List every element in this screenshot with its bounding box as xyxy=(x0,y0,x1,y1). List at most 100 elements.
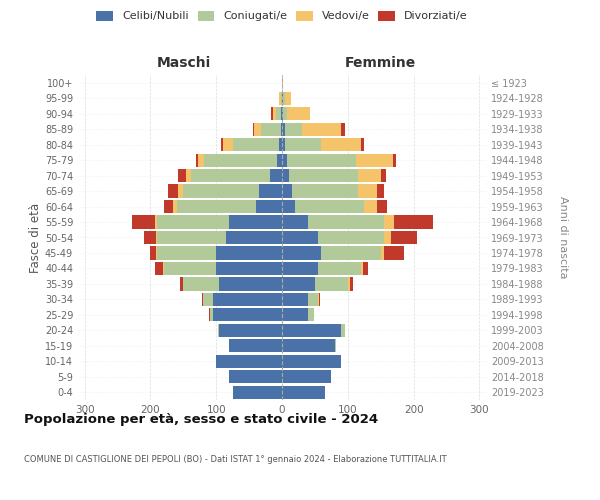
Bar xyxy=(178,169,186,182)
Bar xyxy=(394,216,433,228)
Bar xyxy=(287,154,356,166)
Bar xyxy=(322,246,381,260)
Bar xyxy=(295,200,364,213)
Bar xyxy=(177,200,256,213)
Text: COMUNE DI CASTIGLIONE DEI PEPOLI (BO) - Dati ISTAT 1° gennaio 2024 - Elaborazion: COMUNE DI CASTIGLIONE DEI PEPOLI (BO) - … xyxy=(24,455,446,464)
Bar xyxy=(308,216,384,228)
Bar xyxy=(381,246,384,260)
Bar xyxy=(282,169,289,182)
Bar xyxy=(261,122,281,136)
Bar xyxy=(363,262,368,275)
Bar xyxy=(157,246,216,260)
Bar xyxy=(213,308,282,322)
Bar xyxy=(282,231,318,244)
Text: Maschi: Maschi xyxy=(157,56,211,70)
Bar xyxy=(226,231,282,244)
Bar xyxy=(282,246,322,260)
Bar xyxy=(377,200,387,213)
Bar xyxy=(335,340,336,352)
Bar xyxy=(289,169,358,182)
Bar xyxy=(216,246,282,260)
Bar xyxy=(282,216,308,228)
Bar xyxy=(164,200,173,213)
Bar xyxy=(319,293,320,306)
Bar xyxy=(155,262,163,275)
Bar xyxy=(282,354,341,368)
Bar xyxy=(322,138,361,151)
Bar xyxy=(282,138,285,151)
Bar xyxy=(356,154,392,166)
Bar xyxy=(157,231,226,244)
Bar xyxy=(229,216,282,228)
Bar xyxy=(285,122,302,136)
Bar xyxy=(273,107,276,120)
Bar xyxy=(364,200,377,213)
Bar xyxy=(233,138,279,151)
Text: Femmine: Femmine xyxy=(344,56,416,70)
Bar xyxy=(155,216,157,228)
Bar xyxy=(282,293,308,306)
Bar xyxy=(384,231,391,244)
Bar xyxy=(282,324,341,337)
Bar xyxy=(183,278,220,290)
Bar xyxy=(282,340,335,352)
Bar xyxy=(282,386,325,399)
Bar xyxy=(282,76,283,90)
Text: Popolazione per età, sesso e stato civile - 2024: Popolazione per età, sesso e stato civil… xyxy=(24,412,378,426)
Bar xyxy=(282,122,285,136)
Bar xyxy=(350,278,353,290)
Bar xyxy=(391,231,417,244)
Bar xyxy=(282,200,295,213)
Bar xyxy=(318,293,319,306)
Bar xyxy=(178,184,183,198)
Bar xyxy=(220,324,282,337)
Bar xyxy=(229,340,282,352)
Bar xyxy=(358,169,381,182)
Bar xyxy=(315,278,348,290)
Bar xyxy=(132,216,155,228)
Bar xyxy=(308,308,314,322)
Bar xyxy=(281,92,282,105)
Bar xyxy=(384,246,404,260)
Bar xyxy=(348,278,350,290)
Bar xyxy=(282,154,287,166)
Bar xyxy=(280,92,281,105)
Bar xyxy=(292,184,358,198)
Bar xyxy=(302,122,341,136)
Bar xyxy=(384,216,394,228)
Bar xyxy=(150,246,157,260)
Bar xyxy=(168,184,178,198)
Bar xyxy=(281,107,282,120)
Bar xyxy=(205,154,277,166)
Bar xyxy=(163,262,164,275)
Bar xyxy=(377,184,384,198)
Bar xyxy=(361,138,364,151)
Bar xyxy=(183,184,259,198)
Bar xyxy=(279,138,282,151)
Bar xyxy=(282,308,308,322)
Bar xyxy=(173,200,177,213)
Bar xyxy=(282,184,292,198)
Bar xyxy=(392,154,396,166)
Bar xyxy=(203,293,213,306)
Bar xyxy=(282,370,331,384)
Bar xyxy=(341,324,344,337)
Bar xyxy=(318,231,384,244)
Bar xyxy=(276,107,281,120)
Bar xyxy=(270,169,282,182)
Bar xyxy=(223,138,233,151)
Bar xyxy=(308,293,318,306)
Bar xyxy=(283,92,284,105)
Bar xyxy=(284,92,291,105)
Bar xyxy=(209,308,213,322)
Bar xyxy=(341,122,344,136)
Bar xyxy=(285,138,322,151)
Bar xyxy=(157,216,229,228)
Bar xyxy=(283,107,287,120)
Bar xyxy=(361,262,363,275)
Bar xyxy=(381,169,386,182)
Bar xyxy=(221,138,223,151)
Bar xyxy=(229,370,282,384)
Bar xyxy=(216,354,282,368)
Y-axis label: Anni di nascita: Anni di nascita xyxy=(557,196,568,279)
